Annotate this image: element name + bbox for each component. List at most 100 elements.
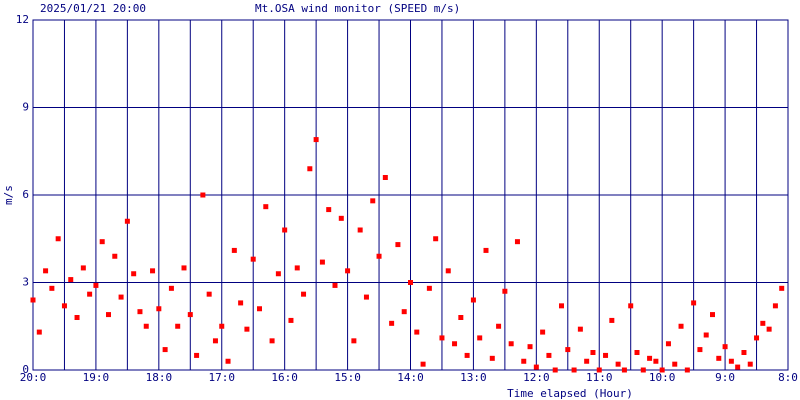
- point: [483, 247, 489, 253]
- point: [313, 137, 319, 143]
- x-tick-label: 11:0: [586, 371, 613, 384]
- point: [766, 326, 772, 332]
- x-tick-label: 8:0: [778, 371, 798, 384]
- point: [219, 323, 225, 329]
- point: [728, 358, 734, 364]
- point: [376, 253, 382, 259]
- point: [382, 175, 388, 180]
- point: [577, 326, 583, 332]
- point: [521, 358, 527, 364]
- point: [640, 367, 646, 373]
- point: [282, 227, 288, 233]
- point: [603, 352, 609, 358]
- point: [684, 367, 690, 373]
- point: [414, 329, 420, 335]
- point: [357, 227, 363, 233]
- point: [49, 285, 55, 291]
- point: [137, 309, 143, 315]
- point: [87, 291, 93, 297]
- point: [61, 303, 67, 309]
- point: [68, 277, 74, 283]
- point: [326, 207, 332, 213]
- point: [590, 350, 596, 355]
- point: [244, 326, 250, 332]
- plot-border: [32, 19, 789, 371]
- point: [546, 352, 552, 358]
- point: [703, 332, 709, 338]
- point: [332, 282, 338, 288]
- point: [496, 323, 502, 329]
- point: [741, 350, 747, 355]
- point: [665, 341, 671, 347]
- point: [540, 329, 546, 335]
- y-axis-label: m/s: [2, 185, 15, 205]
- point: [55, 236, 61, 242]
- point: [621, 367, 627, 373]
- point: [395, 242, 401, 248]
- point: [106, 312, 111, 318]
- point: [426, 285, 432, 291]
- point: [187, 312, 193, 318]
- y-tick-label: 0: [22, 363, 29, 376]
- point: [470, 297, 476, 303]
- point: [464, 352, 470, 358]
- point: [527, 344, 533, 350]
- x-tick-label: 17:0: [209, 371, 236, 384]
- point: [338, 215, 344, 221]
- point: [156, 306, 162, 312]
- point: [772, 303, 778, 309]
- point: [615, 361, 621, 367]
- point: [212, 338, 218, 344]
- point: [710, 312, 715, 318]
- point: [747, 361, 753, 367]
- point: [502, 288, 508, 294]
- point: [634, 350, 640, 355]
- point: [735, 364, 741, 370]
- point: [206, 291, 212, 297]
- point: [301, 291, 307, 297]
- x-tick-label: 16:0: [271, 371, 298, 384]
- point: [584, 358, 590, 364]
- point: [269, 338, 275, 344]
- point: [716, 355, 722, 361]
- point: [697, 347, 703, 353]
- point: [131, 271, 137, 277]
- point: [168, 285, 174, 291]
- point: [124, 218, 130, 224]
- point: [80, 265, 86, 271]
- point: [307, 166, 313, 172]
- point: [754, 335, 760, 341]
- y-tick-label: 9: [22, 101, 29, 114]
- point: [565, 347, 571, 353]
- point: [162, 347, 168, 353]
- point: [408, 280, 413, 285]
- y-tick-label: 6: [22, 188, 29, 201]
- point: [609, 317, 615, 323]
- point: [200, 192, 206, 198]
- y-tick-label: 12: [16, 13, 29, 26]
- point: [194, 352, 200, 358]
- y-tick-label: 3: [22, 276, 29, 289]
- point: [118, 294, 124, 300]
- point: [363, 294, 369, 300]
- point: [458, 315, 464, 320]
- point: [93, 282, 99, 288]
- point: [351, 338, 357, 344]
- point: [36, 329, 42, 335]
- point: [275, 271, 281, 277]
- point: [533, 364, 539, 370]
- point: [691, 300, 697, 306]
- point: [257, 306, 262, 312]
- point: [370, 198, 376, 204]
- point: [175, 323, 181, 329]
- x-tick-label: 13:0: [460, 371, 487, 384]
- x-tick-label: 10:0: [649, 371, 676, 384]
- point: [294, 265, 300, 271]
- point: [181, 265, 187, 271]
- point: [477, 335, 483, 341]
- point: [571, 367, 577, 373]
- x-tick-label: 18:0: [146, 371, 173, 384]
- chart-title: Mt.OSA wind monitor (SPEED m/s): [255, 2, 460, 15]
- point: [389, 320, 395, 326]
